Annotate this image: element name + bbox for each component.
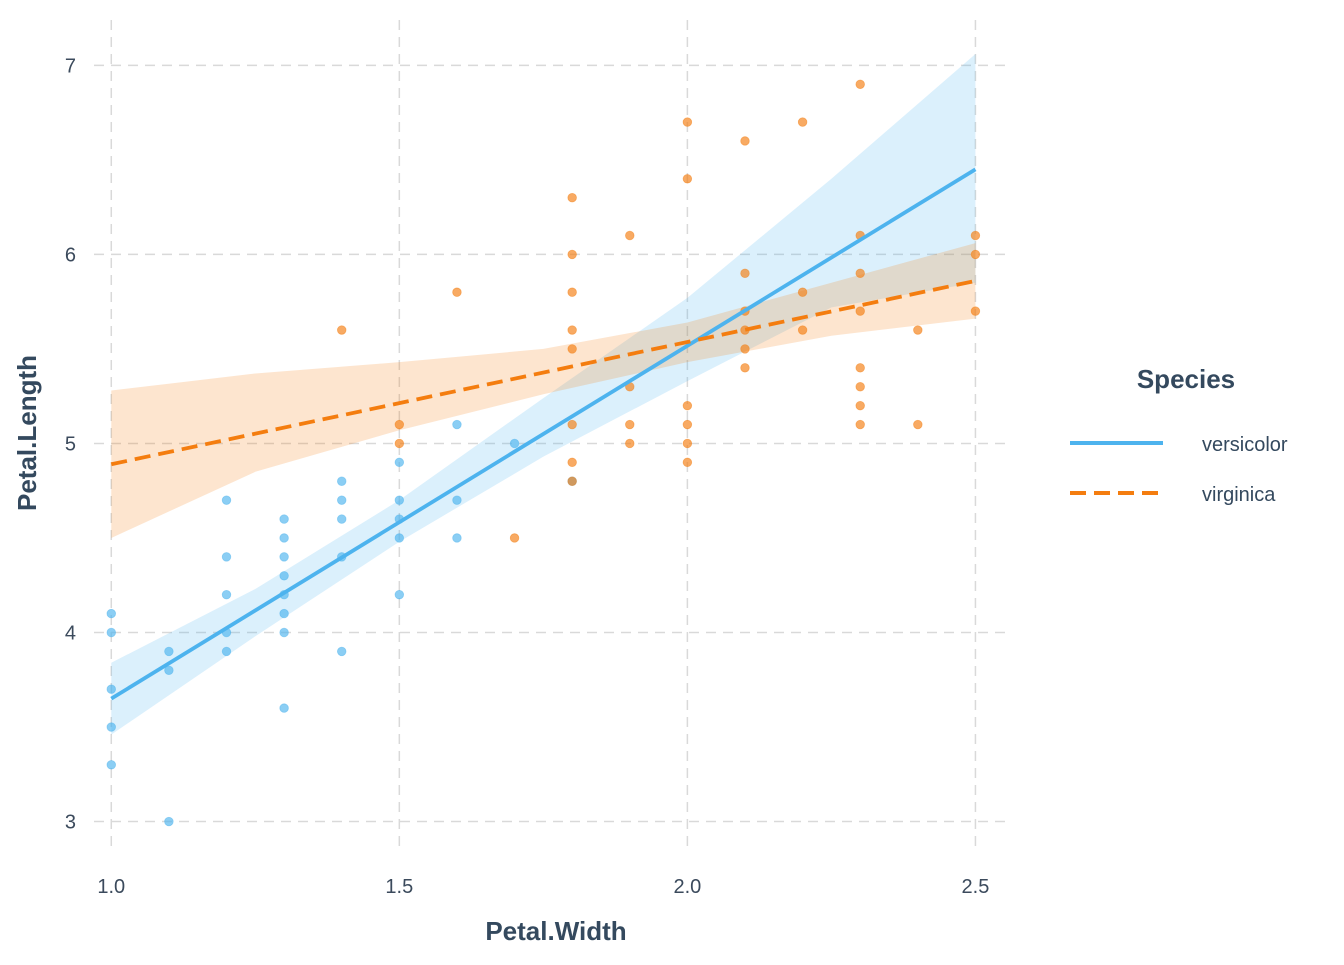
versicolor-point — [452, 419, 462, 430]
virginica-point — [567, 476, 577, 486]
y-axis-ticks: 3 4 5 6 7 — [65, 55, 76, 833]
versicolor-point — [394, 533, 405, 543]
virginica-point — [740, 268, 750, 279]
virginica-point — [394, 438, 405, 449]
virginica-point — [567, 192, 577, 203]
legend: Species versicolor virginica — [1070, 364, 1288, 506]
versicolor-point — [394, 495, 405, 505]
versicolor-point — [164, 816, 174, 827]
x-axis-title: Petal.Width — [485, 916, 626, 946]
virginica-point — [797, 325, 808, 335]
virginica-point — [855, 79, 865, 89]
virginica-point — [855, 419, 865, 430]
virginica-point — [682, 457, 693, 468]
versicolor-point — [279, 608, 289, 619]
versicolor-point — [164, 646, 174, 657]
versicolor-point — [221, 589, 232, 600]
y-axis-title: Petal.Length — [12, 355, 42, 511]
virginica-point — [970, 306, 981, 316]
virginica-point — [625, 419, 635, 430]
versicolor-point — [337, 646, 347, 657]
virginica-point — [682, 174, 693, 184]
virginica-point — [855, 400, 865, 411]
virginica-point — [855, 382, 865, 392]
virginica-point — [682, 117, 693, 127]
versicolor-point — [106, 608, 116, 619]
virginica-point — [625, 438, 635, 449]
virginica-point — [567, 344, 577, 354]
versicolor-point — [337, 514, 347, 524]
virginica-confidence-band — [111, 243, 976, 538]
y-tick-label: 6 — [65, 244, 76, 266]
y-tick-label: 4 — [65, 622, 76, 644]
virginica-point — [567, 457, 577, 468]
virginica-point — [682, 438, 693, 449]
x-tick-label: 2.0 — [673, 876, 701, 898]
x-tick-label: 2.5 — [962, 876, 990, 898]
versicolor-point — [279, 514, 289, 524]
virginica-point — [567, 249, 577, 260]
virginica-point — [740, 136, 750, 146]
x-tick-label: 1.0 — [97, 876, 125, 898]
legend-title: Species — [1137, 364, 1235, 394]
versicolor-fit-line — [110, 167, 977, 701]
virginica-point — [567, 287, 577, 297]
versicolor-point — [509, 438, 520, 449]
axes: 1.0 1.5 2.0 2.5 3 4 5 6 7 Petal.Width Petal.Len… — [12, 55, 989, 946]
versicolor-point — [106, 684, 116, 694]
virginica-point — [797, 117, 808, 127]
y-tick-label: 7 — [65, 55, 76, 77]
virginica-point — [394, 419, 405, 430]
versicolor-point — [279, 533, 289, 543]
versicolor-point — [164, 665, 174, 676]
versicolor-point — [106, 627, 116, 638]
virginica-point — [509, 533, 520, 543]
virginica-point — [625, 230, 635, 241]
versicolor-point — [221, 495, 232, 505]
grid — [94, 20, 1010, 848]
virginica-point — [682, 419, 693, 430]
virginica-point — [913, 325, 923, 335]
y-tick-label: 5 — [65, 433, 76, 455]
versicolor-point — [394, 457, 405, 468]
virginica-point — [913, 419, 923, 430]
virginica-point — [970, 230, 981, 241]
legend-label-versicolor: versicolor — [1202, 434, 1288, 456]
legend-label-virginica: virginica — [1202, 484, 1276, 506]
legend-items: versicolor virginica — [1070, 434, 1288, 506]
virginica-point — [797, 287, 808, 297]
virginica-point — [855, 306, 865, 316]
virginica-point — [855, 268, 865, 279]
virginica-point — [740, 344, 750, 354]
virginica-point — [452, 287, 462, 297]
virginica-point — [855, 363, 865, 373]
versicolor-point — [337, 476, 347, 486]
versicolor-point — [106, 760, 116, 770]
versicolor-point — [394, 589, 405, 600]
virginica-point — [567, 419, 577, 430]
virginica-point — [740, 363, 750, 373]
virginica-point — [682, 400, 693, 411]
x-tick-label: 1.5 — [385, 876, 413, 898]
versicolor-point — [452, 495, 462, 505]
versicolor-point — [279, 571, 289, 581]
virginica-fit-line — [110, 279, 976, 467]
x-axis-ticks: 1.0 1.5 2.0 2.5 — [97, 876, 989, 898]
versicolor-point — [337, 495, 347, 505]
versicolor-point — [279, 627, 289, 638]
versicolor-point — [106, 722, 116, 732]
versicolor-point — [221, 552, 232, 562]
fit-lines — [110, 167, 977, 701]
virginica-point — [337, 325, 347, 335]
versicolor-point — [221, 646, 232, 657]
y-tick-label: 3 — [65, 812, 76, 834]
data-points — [106, 79, 981, 827]
virginica-point — [567, 325, 577, 335]
virginica-point — [970, 249, 981, 260]
versicolor-point — [279, 552, 289, 562]
versicolor-point — [452, 533, 462, 543]
versicolor-point — [279, 703, 289, 713]
